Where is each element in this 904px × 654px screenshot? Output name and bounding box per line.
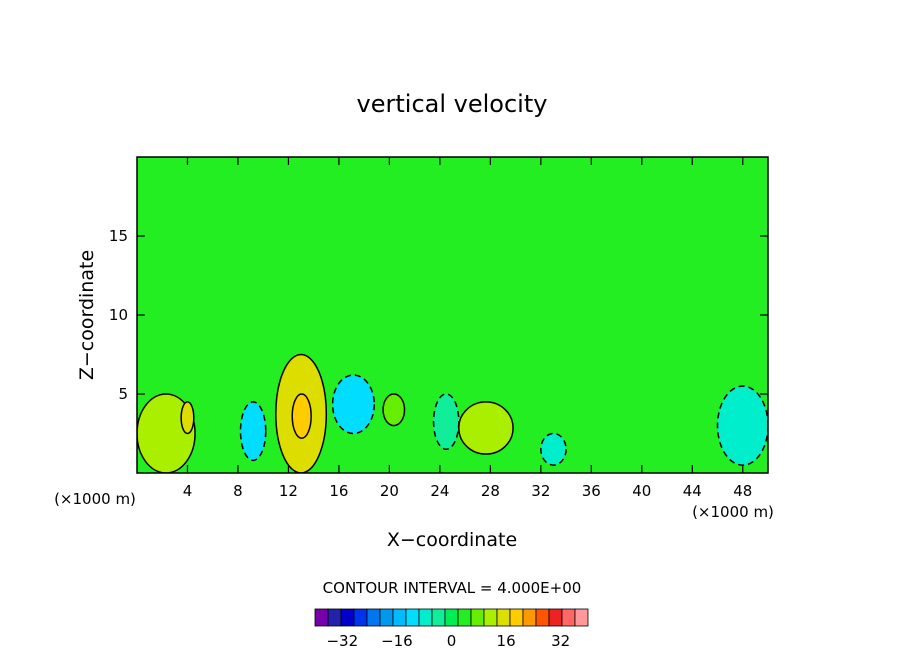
x-tick-label: 36 [582, 482, 601, 500]
y-tick-label: 10 [109, 306, 128, 324]
contour-region-2 [180, 401, 195, 435]
contour-interval-label: CONTOUR INTERVAL = 4.000E+00 [323, 579, 582, 597]
contour-region-3 [239, 401, 267, 462]
contour-region-1 [137, 393, 196, 473]
y-tick-label: 15 [109, 227, 128, 245]
colorbar [314, 608, 589, 627]
colorbar-swatch [405, 608, 420, 627]
contour-region-5 [291, 393, 312, 439]
colorbar-swatch [314, 608, 329, 627]
colorbar-swatch [418, 608, 433, 627]
x-tick-label: 20 [380, 482, 399, 500]
colorbar-swatch [379, 608, 394, 627]
x-tick-label: 12 [279, 482, 298, 500]
colorbar-swatch [496, 608, 511, 627]
x-tick-label: 8 [233, 482, 243, 500]
colorbar-swatch [327, 608, 342, 627]
x-tick-label: 40 [632, 482, 651, 500]
colorbar-swatch [444, 608, 459, 627]
x-axis-units-right: (×1000 m) [692, 503, 774, 521]
colorbar-swatch [340, 608, 355, 627]
colorbar-tick-labels: −32 −16 0 16 32 [326, 632, 570, 650]
contour-region-10 [540, 432, 567, 466]
colorbar-swatch [561, 608, 576, 627]
colorbar-tick-label: 32 [551, 632, 570, 650]
x-tick-label: 32 [531, 482, 550, 500]
contour-region-6 [331, 374, 376, 435]
colorbar-swatch [392, 608, 407, 627]
contour-fill-layer [137, 353, 768, 473]
x-axis-units-left: (×1000 m) [54, 490, 136, 508]
contour-region-8 [432, 393, 460, 451]
y-axis-ticks: 5 10 15 [109, 227, 768, 403]
contour-region-9 [458, 401, 514, 455]
x-tick-label: 44 [683, 482, 702, 500]
colorbar-swatch [483, 608, 498, 627]
colorbar-tick-label: −16 [381, 632, 413, 650]
colorbar-swatch [431, 608, 446, 627]
colorbar-swatch [509, 608, 524, 627]
contour-region-7 [382, 393, 406, 427]
y-tick-label: 5 [118, 385, 128, 403]
colorbar-swatch [457, 608, 472, 627]
x-tick-label: 28 [481, 482, 500, 500]
colorbar-tick-label: −32 [326, 632, 358, 650]
x-axis-label: X−coordinate [387, 529, 517, 551]
colorbar-swatch [574, 608, 589, 627]
y-axis-label: Z−coordinate [76, 250, 98, 380]
contour-region-11 [716, 385, 768, 466]
chart-title: vertical velocity [357, 90, 548, 118]
colorbar-tick-label: 0 [447, 632, 457, 650]
colorbar-swatch [353, 608, 368, 627]
colorbar-swatch [522, 608, 537, 627]
x-tick-label: 16 [329, 482, 348, 500]
x-tick-label: 4 [183, 482, 193, 500]
colorbar-tick-label: 16 [497, 632, 516, 650]
x-tick-label: 48 [733, 482, 752, 500]
colorbar-swatch [366, 608, 381, 627]
colorbar-swatch [548, 608, 563, 627]
colorbar-swatch [535, 608, 550, 627]
colorbar-swatch [470, 608, 485, 627]
x-tick-label: 24 [430, 482, 449, 500]
x-axis-ticks: 4 8 12 16 20 24 28 32 36 40 44 48 [183, 157, 752, 500]
